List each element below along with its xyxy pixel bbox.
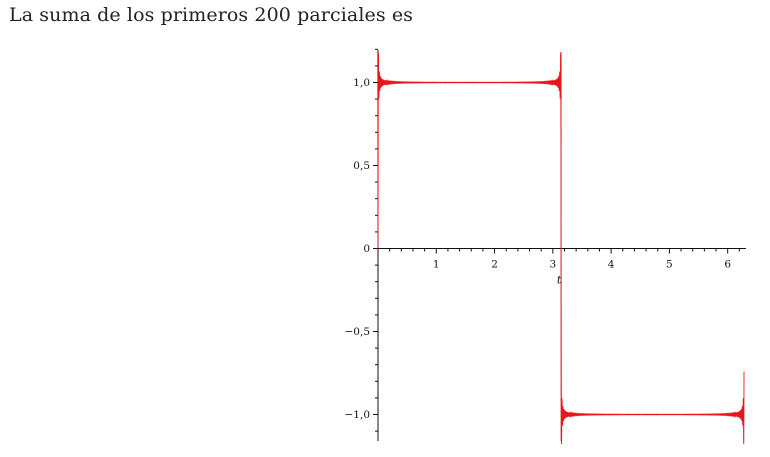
chart-series: [377, 52, 745, 445]
y-tick-label: −0,5: [345, 326, 371, 338]
x-axis-label: t: [557, 274, 562, 287]
x-tick-label: 1: [433, 259, 440, 271]
y-tick-label: 1,0: [353, 77, 370, 89]
y-tick-label: 0: [363, 243, 370, 255]
chart-ticks: [373, 48, 740, 432]
x-tick-label: 2: [491, 259, 498, 271]
x-tick-label: 6: [724, 259, 731, 271]
heading-text: La suma de los primeros 200 parciales es: [9, 4, 414, 26]
y-tick-label: −1,0: [345, 409, 371, 421]
chart-axes: [377, 50, 746, 441]
x-tick-label: 3: [549, 259, 556, 271]
chart-labels: 1,0 0,5 0 −0,5 −1,0 1 2 3 4 5 6 t: [345, 77, 732, 421]
x-tick-label: 5: [666, 259, 673, 271]
x-tick-label: 4: [608, 259, 615, 271]
y-tick-label: 0,5: [353, 160, 370, 172]
